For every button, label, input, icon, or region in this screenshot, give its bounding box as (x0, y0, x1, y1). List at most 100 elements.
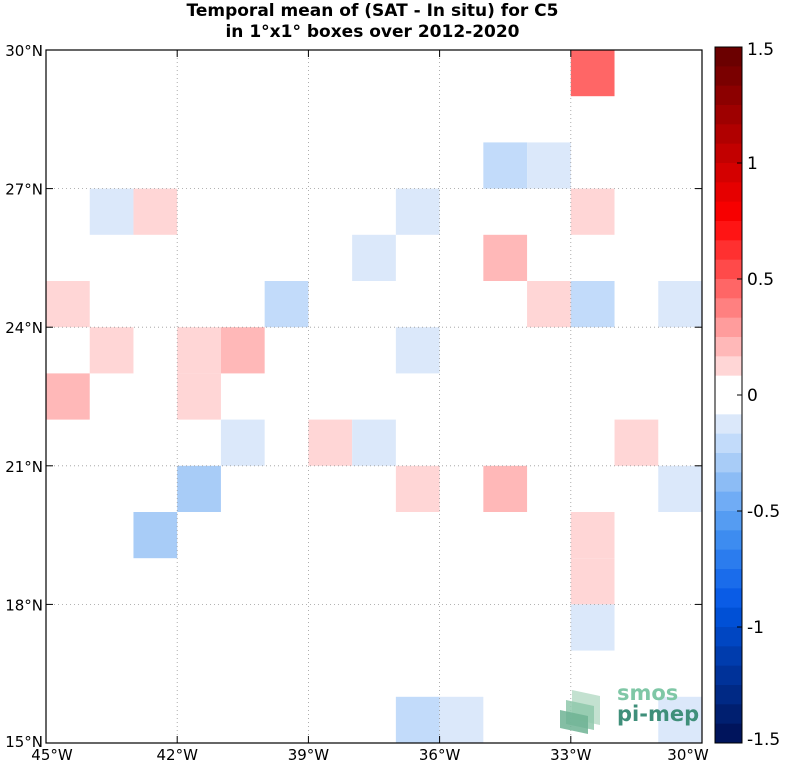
logo-text-smos: smos (617, 681, 678, 705)
heatmap-cell (527, 281, 571, 328)
heatmap-cell (395, 327, 440, 374)
colorbar-segment (715, 704, 742, 725)
colorbar-segment (715, 375, 742, 396)
y-tick-label: 30°N (5, 42, 43, 60)
colorbar-segment (715, 105, 742, 125)
y-tick-label: 18°N (5, 596, 43, 614)
colorbar-segment (715, 395, 742, 415)
colorbar-segment (715, 511, 742, 531)
heatmap-cell (570, 50, 615, 97)
heatmap-cell (308, 419, 353, 466)
colorbar-tick-label: -1.5 (747, 730, 780, 750)
heatmap-cell (177, 373, 221, 420)
colorbar-tick-label: -0.5 (747, 502, 780, 522)
heatmap-cell (352, 234, 396, 281)
x-tick-label: 42°W (156, 746, 198, 763)
heatmap-cell (177, 465, 221, 512)
heatmap-cell (395, 696, 440, 743)
colorbar-segment (715, 66, 742, 87)
colorbar-tick-label: 1.5 (747, 40, 774, 60)
colorbar-segment (715, 337, 742, 357)
heatmap-cell (570, 558, 615, 605)
heatmap-cell (395, 465, 440, 512)
heatmap-cell (133, 188, 178, 235)
colorbar-segment (715, 665, 742, 686)
x-tick-label: 45°W (31, 746, 73, 763)
colorbar-segment (715, 472, 742, 493)
colorbar-segment (715, 607, 742, 628)
colorbar-segment (715, 221, 742, 241)
y-tick-label: 27°N (5, 181, 43, 199)
map-title-line1: Temporal mean of (SAT - In situ) for C5 (186, 1, 559, 21)
colorbar-segment (715, 182, 742, 203)
heatmap-cell (352, 419, 396, 466)
colorbar-segment (715, 453, 742, 473)
colorbar-segment (715, 356, 742, 377)
colorbar-segment (715, 588, 742, 609)
heatmap-cell (483, 465, 528, 512)
heatmap-cell (46, 373, 90, 420)
heatmap-cell (614, 419, 659, 466)
heatmap-cell (395, 188, 440, 235)
heatmap-cell (570, 512, 615, 559)
heatmap-cell (89, 327, 134, 374)
colorbar-segment (715, 279, 742, 299)
x-tick-label: 30°W (667, 746, 709, 763)
heatmap-cells (46, 50, 702, 743)
colorbar-segment (715, 723, 742, 744)
colorbar-segment (715, 201, 742, 222)
heatmap-cell (527, 142, 571, 189)
colorbar-segment (715, 549, 742, 570)
colorbar-segment (715, 85, 742, 106)
heatmap-cell (220, 327, 265, 374)
colorbar-segment (715, 646, 742, 667)
colorbar-tick-label: 0 (747, 386, 758, 406)
heatmap-cell (264, 281, 309, 328)
colorbar-segment (715, 47, 742, 67)
heatmap-cell (220, 419, 265, 466)
colorbar: 1.5 1 0.5 0 -0.5 -1 -1.5 (714, 40, 780, 750)
colorbar-tick-label: 0.5 (747, 270, 774, 290)
colorbar-segment (715, 414, 742, 435)
logo-wave-shape (560, 710, 588, 734)
y-tick-label: 15°N (5, 733, 43, 751)
heatmap-cell (658, 281, 702, 328)
axis-ticks: 45°W 42°W 39°W 36°W 33°W 30°W 15°N 18°N 21°N 24°N… (5, 42, 709, 763)
x-tick-label: 39°W (288, 746, 330, 763)
grid-lines (46, 50, 702, 743)
colorbar-tick-label: 1 (747, 154, 758, 174)
heatmap-cell (570, 281, 615, 328)
colorbar-segment (715, 298, 742, 319)
logo-text-pimep: pi-mep (617, 702, 699, 726)
colorbar-tick-label: -1 (747, 618, 764, 638)
colorbar-segment (715, 569, 742, 589)
colorbar-segment (715, 317, 742, 338)
colorbar-segment (715, 530, 742, 551)
heatmap-cell (483, 142, 528, 189)
colorbar-segment (715, 163, 742, 183)
colorbar-segment (715, 240, 742, 261)
colorbar-segment (715, 124, 742, 145)
colorbar-segment (715, 685, 742, 705)
heatmap-cell (483, 234, 528, 281)
colorbar-segment (715, 259, 742, 280)
x-tick-label: 33°W (550, 746, 592, 763)
heatmap-cell (89, 188, 134, 235)
colorbar-segment (715, 143, 742, 164)
heatmap-cell (658, 696, 702, 743)
y-tick-label: 24°N (5, 319, 43, 337)
colorbar-segment (715, 627, 742, 647)
map-frame (45, 49, 703, 744)
heatmap-cell (439, 696, 484, 743)
colorbar-segment (715, 491, 742, 512)
heatmap-cell (658, 465, 702, 512)
heatmap-cell (570, 604, 615, 651)
heatmap-cell (177, 327, 221, 374)
heatmap-cell (46, 281, 90, 328)
heatmap-cell (133, 512, 178, 559)
y-tick-label: 21°N (5, 458, 43, 476)
heatmap-cell (570, 188, 615, 235)
map-title-line2: in 1°x1° boxes over 2012-2020 (225, 22, 520, 42)
